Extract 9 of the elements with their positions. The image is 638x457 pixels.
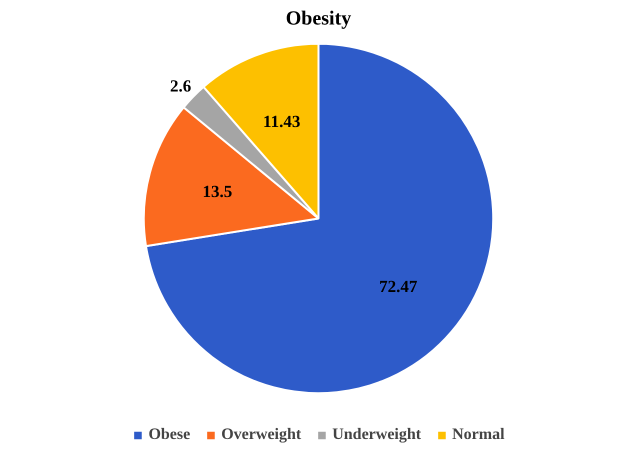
data-label: 11.43 [263, 112, 300, 131]
chart-title: Obesity [286, 8, 352, 30]
legend-label: Normal [452, 426, 505, 444]
data-label: 72.47 [379, 277, 418, 296]
legend-label: Obese [148, 426, 190, 444]
legend-label: Overweight [221, 426, 302, 444]
data-label: 13.5 [202, 182, 232, 202]
data-label: 2.6 [170, 76, 192, 96]
legend-label: Underweight [332, 426, 422, 444]
